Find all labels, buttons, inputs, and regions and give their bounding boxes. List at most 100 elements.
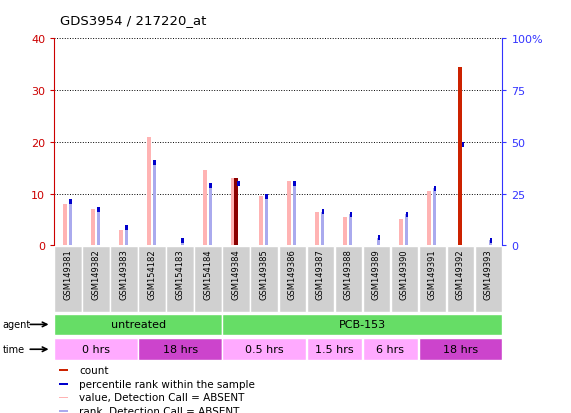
Bar xyxy=(59,396,68,398)
Bar xyxy=(182,238,184,243)
Text: GSM149384: GSM149384 xyxy=(232,249,241,299)
Bar xyxy=(433,186,436,192)
Bar xyxy=(399,220,403,246)
Bar xyxy=(153,163,156,246)
Bar xyxy=(433,189,436,246)
Text: 0 hrs: 0 hrs xyxy=(82,344,110,354)
FancyBboxPatch shape xyxy=(335,247,362,312)
Bar xyxy=(266,194,268,199)
FancyBboxPatch shape xyxy=(138,247,166,312)
FancyBboxPatch shape xyxy=(54,247,82,312)
FancyBboxPatch shape xyxy=(54,339,138,360)
FancyBboxPatch shape xyxy=(447,247,475,312)
Bar xyxy=(126,225,128,230)
Text: 6 hrs: 6 hrs xyxy=(376,344,404,354)
Bar xyxy=(461,142,464,147)
Bar xyxy=(59,369,68,371)
Bar xyxy=(293,184,296,246)
Bar xyxy=(427,192,431,246)
FancyBboxPatch shape xyxy=(166,247,194,312)
FancyBboxPatch shape xyxy=(251,247,278,312)
Bar xyxy=(377,235,380,240)
Bar xyxy=(209,186,212,246)
Bar xyxy=(265,197,268,246)
Bar xyxy=(125,228,128,246)
Text: GSM149382: GSM149382 xyxy=(92,249,100,299)
Text: GSM149389: GSM149389 xyxy=(372,249,381,299)
Bar xyxy=(321,210,324,215)
Text: 18 hrs: 18 hrs xyxy=(443,344,478,354)
Bar xyxy=(59,383,68,385)
Text: 0.5 hrs: 0.5 hrs xyxy=(245,344,284,354)
Text: GSM149381: GSM149381 xyxy=(64,249,73,299)
FancyBboxPatch shape xyxy=(307,247,334,312)
Bar xyxy=(63,204,67,246)
Bar xyxy=(181,240,184,246)
FancyBboxPatch shape xyxy=(223,339,306,360)
Text: agent: agent xyxy=(3,320,31,330)
FancyBboxPatch shape xyxy=(279,247,306,312)
Text: GSM149383: GSM149383 xyxy=(120,249,129,299)
Text: GSM149388: GSM149388 xyxy=(344,249,353,299)
FancyBboxPatch shape xyxy=(391,247,419,312)
FancyBboxPatch shape xyxy=(54,314,222,335)
Text: GSM149387: GSM149387 xyxy=(316,249,325,299)
FancyBboxPatch shape xyxy=(475,247,502,312)
Bar xyxy=(98,207,99,212)
Text: GSM154182: GSM154182 xyxy=(148,249,157,299)
Bar xyxy=(489,238,492,243)
Bar xyxy=(59,410,68,412)
Text: GSM154184: GSM154184 xyxy=(204,249,213,299)
Text: GSM149385: GSM149385 xyxy=(260,249,269,299)
Bar xyxy=(349,212,352,217)
Bar xyxy=(147,137,151,246)
Bar xyxy=(321,212,324,246)
Bar xyxy=(293,181,296,186)
Text: GSM149393: GSM149393 xyxy=(484,249,493,299)
FancyBboxPatch shape xyxy=(307,339,362,360)
Text: GSM149391: GSM149391 xyxy=(428,249,437,299)
Bar xyxy=(458,68,462,246)
FancyBboxPatch shape xyxy=(195,247,222,312)
Bar xyxy=(234,178,238,246)
FancyBboxPatch shape xyxy=(363,247,391,312)
FancyBboxPatch shape xyxy=(138,339,222,360)
Bar xyxy=(405,215,408,246)
FancyBboxPatch shape xyxy=(82,247,110,312)
Text: GSM149386: GSM149386 xyxy=(288,249,297,299)
FancyBboxPatch shape xyxy=(363,339,419,360)
Text: PCB-153: PCB-153 xyxy=(339,319,386,329)
Text: percentile rank within the sample: percentile rank within the sample xyxy=(79,379,255,389)
Bar xyxy=(231,178,235,246)
Bar xyxy=(315,212,319,246)
Text: 1.5 hrs: 1.5 hrs xyxy=(315,344,353,354)
Text: GSM149390: GSM149390 xyxy=(400,249,409,299)
Bar xyxy=(349,215,352,246)
Bar xyxy=(489,240,492,246)
Text: untreated: untreated xyxy=(111,319,166,329)
FancyBboxPatch shape xyxy=(419,339,502,360)
Text: 18 hrs: 18 hrs xyxy=(163,344,198,354)
Text: time: time xyxy=(3,344,25,354)
Text: rank, Detection Call = ABSENT: rank, Detection Call = ABSENT xyxy=(79,406,239,413)
Bar xyxy=(343,217,347,246)
FancyBboxPatch shape xyxy=(223,314,502,335)
FancyBboxPatch shape xyxy=(223,247,250,312)
Text: value, Detection Call = ABSENT: value, Detection Call = ABSENT xyxy=(79,392,244,402)
Bar xyxy=(377,238,380,246)
Bar xyxy=(97,210,100,246)
Text: GDS3954 / 217220_at: GDS3954 / 217220_at xyxy=(60,14,206,27)
Text: GSM149392: GSM149392 xyxy=(456,249,465,299)
Bar xyxy=(210,184,212,189)
Bar xyxy=(154,161,156,166)
FancyBboxPatch shape xyxy=(419,247,447,312)
Bar xyxy=(238,181,240,186)
Text: count: count xyxy=(79,365,108,375)
Bar xyxy=(287,181,291,246)
Bar xyxy=(119,230,123,246)
Bar xyxy=(69,202,72,246)
Bar xyxy=(203,171,207,246)
FancyBboxPatch shape xyxy=(110,247,138,312)
Bar xyxy=(69,199,71,204)
Text: GSM154183: GSM154183 xyxy=(176,249,185,299)
